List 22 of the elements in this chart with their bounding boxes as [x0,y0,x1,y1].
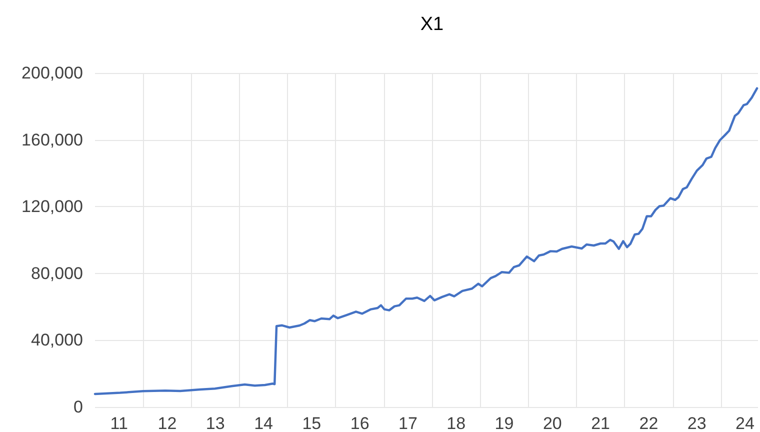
y-tick-label: 40,000 [31,330,83,350]
x-tick-label: 16 [350,414,370,432]
x-tick-label: 12 [158,414,177,432]
x-tick-label: 20 [542,414,562,432]
x-tick-label: 13 [206,414,225,432]
line-series [94,87,758,396]
y-tick-label: 0 [74,398,83,416]
y-tick-label: 120,000 [22,197,83,216]
x-tick-label: 11 [110,414,128,432]
y-tick-label: 200,000 [22,64,83,82]
x-tick-label: 19 [494,414,514,432]
y-tick-label: 80,000 [31,264,83,283]
chart-title: X1 [420,14,444,35]
x-tick-label: 14 [254,414,273,432]
y-tick-label: 160,000 [22,130,83,150]
x-tick-label: 23 [687,414,706,432]
x-tick-label: 18 [446,414,466,432]
x-tick-label: 24 [736,414,754,432]
x-tick-label: 17 [398,414,418,432]
x-tick-label: 15 [302,414,322,432]
x-tick-label: 21 [591,414,610,432]
x-tick-label: 22 [639,414,658,432]
